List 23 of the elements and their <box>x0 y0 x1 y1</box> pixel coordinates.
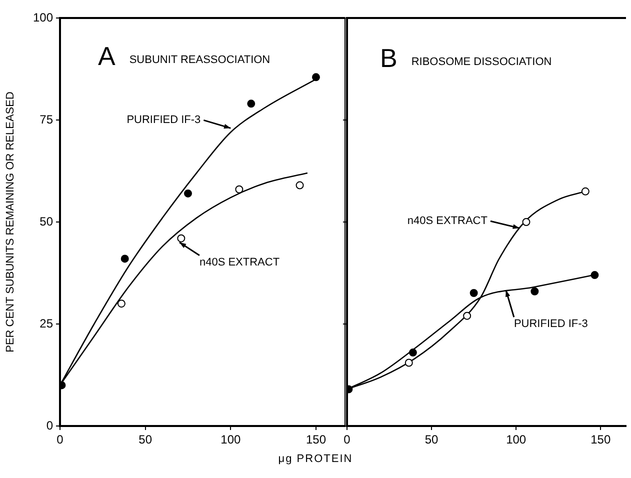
x-tick-label: 50 <box>138 432 152 447</box>
annotation: PURIFIED IF-3 <box>126 114 201 126</box>
x-tick-label: 0 <box>56 432 64 447</box>
annotation: B <box>380 43 398 74</box>
x-tick-label: 150 <box>306 432 326 447</box>
x-tick-label: 100 <box>506 432 526 447</box>
x-tick-label: 50 <box>424 432 439 447</box>
annotation: n40S EXTRACT <box>407 215 488 228</box>
y-tick-label: 50 <box>40 214 54 228</box>
y-tick-label: 25 <box>40 316 54 330</box>
y-tick-label: 75 <box>40 112 54 126</box>
x-tick-label: 100 <box>220 432 241 447</box>
y-tick-label: 0 <box>46 418 54 432</box>
annotation: n40S EXTRACT <box>199 256 280 268</box>
annotation: PURIFIED IF-3 <box>514 318 588 330</box>
x-tick-label: 150 <box>590 432 611 447</box>
text: SUBUNIT REASSOCIATION <box>129 54 270 66</box>
annotation: A <box>98 41 116 72</box>
x-axis-title: μg PROTEIN <box>277 453 354 465</box>
x-tick-label: 0 <box>344 432 351 447</box>
y-tick-label: 100 <box>32 10 54 24</box>
y-axis-title: PER CENT SUBUNITS REMAINING OR RELEASED <box>4 92 17 352</box>
text: RIBOSOME DISSOCIATION <box>411 56 552 68</box>
